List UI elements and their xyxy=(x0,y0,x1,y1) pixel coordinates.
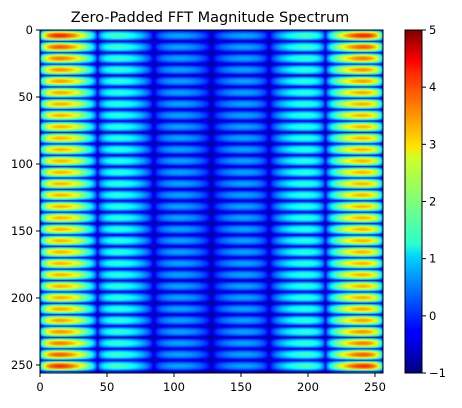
x-tick-label: 50 xyxy=(100,380,115,394)
colorbar: −1 0 1 2 3 4 5 xyxy=(404,23,446,380)
colorbar-tick-label: 3 xyxy=(429,137,436,151)
heatmap-image xyxy=(40,30,383,373)
colorbar-tick-label: 4 xyxy=(429,80,436,94)
colorbar-tick-label: 0 xyxy=(429,309,436,323)
x-tick-label: 250 xyxy=(364,380,386,394)
colorbar-tick-label: 2 xyxy=(429,195,436,209)
y-tick-label: 0 xyxy=(26,23,33,37)
colorbar-tick-label: 5 xyxy=(429,23,436,37)
y-axis: 0 50 100 150 200 250 xyxy=(11,23,40,372)
colorbar-tick-label: 1 xyxy=(429,252,436,266)
plot-frame xyxy=(39,29,384,374)
y-tick-label: 150 xyxy=(11,224,33,238)
x-tick-label: 150 xyxy=(230,380,252,394)
colorbar-tick-label: −1 xyxy=(429,366,446,380)
colorbar-gradient xyxy=(404,29,423,374)
y-tick-label: 250 xyxy=(11,358,33,372)
x-tick-label: 200 xyxy=(297,380,319,394)
y-tick-label: 100 xyxy=(11,157,33,171)
x-tick-label: 100 xyxy=(163,380,185,394)
y-tick-label: 50 xyxy=(18,90,33,104)
colorbar-axis: −1 0 1 2 3 4 5 xyxy=(422,23,446,380)
x-tick-label: 0 xyxy=(36,380,43,394)
y-tick-label: 200 xyxy=(11,291,33,305)
chart-title: Zero-Padded FFT Magnitude Spectrum xyxy=(71,10,350,26)
x-axis: 0 50 100 150 200 250 xyxy=(36,373,386,394)
